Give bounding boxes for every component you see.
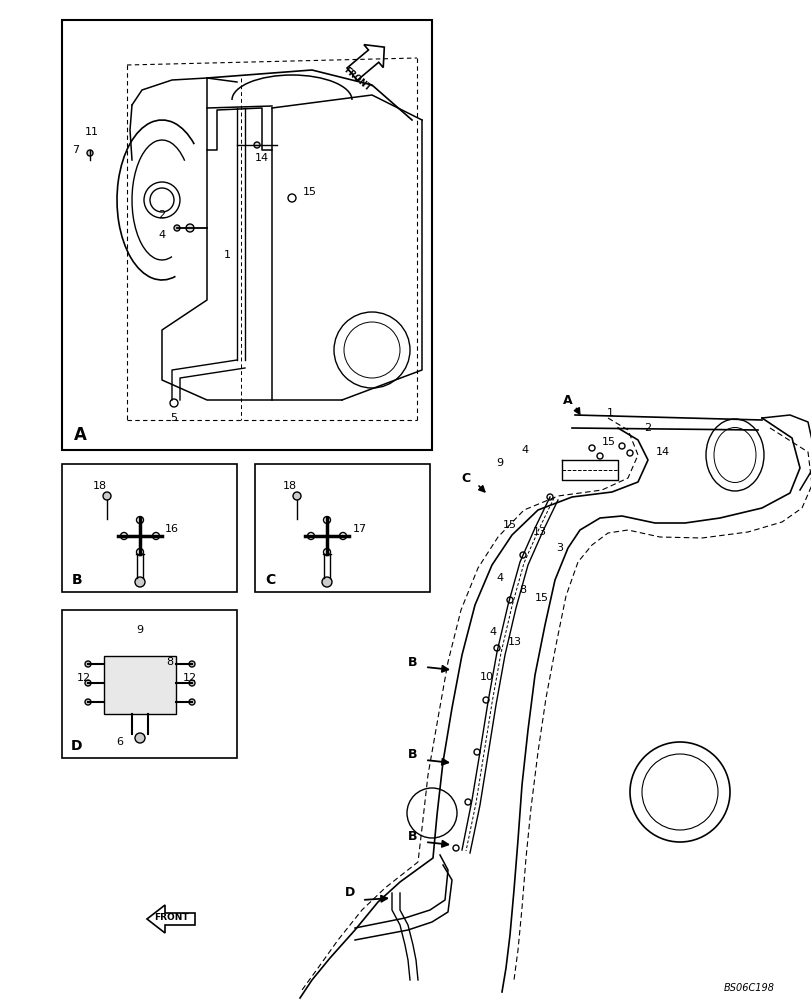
Text: 14: 14 — [655, 447, 669, 457]
Text: 9: 9 — [496, 458, 503, 468]
Circle shape — [144, 182, 180, 218]
Text: B: B — [408, 748, 417, 762]
Circle shape — [136, 548, 144, 556]
Circle shape — [483, 697, 488, 703]
Text: 13: 13 — [532, 527, 547, 537]
Circle shape — [506, 597, 513, 603]
Circle shape — [85, 680, 91, 686]
Circle shape — [322, 577, 332, 587]
Text: 15: 15 — [601, 437, 616, 447]
Circle shape — [189, 699, 195, 705]
Circle shape — [103, 492, 111, 500]
Text: 18: 18 — [92, 481, 107, 491]
Circle shape — [453, 845, 458, 851]
Text: 12: 12 — [77, 673, 91, 683]
Circle shape — [596, 453, 603, 459]
Text: 4: 4 — [521, 445, 528, 455]
Circle shape — [189, 661, 195, 667]
Text: 15: 15 — [502, 520, 517, 530]
Text: 7: 7 — [72, 145, 79, 155]
Text: B: B — [408, 656, 417, 668]
Text: C: C — [264, 573, 275, 587]
Circle shape — [174, 225, 180, 231]
Circle shape — [85, 699, 91, 705]
Circle shape — [323, 516, 330, 524]
Text: FRONT: FRONT — [153, 913, 188, 922]
Text: 4: 4 — [489, 627, 496, 637]
Circle shape — [465, 799, 470, 805]
Circle shape — [588, 445, 594, 451]
Text: 12: 12 — [182, 673, 197, 683]
Circle shape — [339, 532, 346, 540]
Circle shape — [618, 443, 624, 449]
Text: 9: 9 — [136, 625, 144, 635]
Text: 8: 8 — [166, 657, 174, 667]
Circle shape — [169, 399, 178, 407]
Bar — [62, 20, 431, 450]
Polygon shape — [346, 45, 384, 80]
Bar — [62, 464, 237, 592]
Circle shape — [87, 150, 93, 156]
Text: D: D — [71, 739, 83, 753]
Circle shape — [189, 680, 195, 686]
Text: A: A — [74, 426, 86, 444]
Circle shape — [136, 516, 144, 524]
Text: 4: 4 — [158, 230, 165, 240]
Text: FRONT: FRONT — [341, 65, 371, 93]
Text: D: D — [345, 886, 354, 900]
Text: C: C — [461, 472, 470, 485]
Text: 13: 13 — [508, 637, 521, 647]
Circle shape — [254, 142, 260, 148]
Text: 16: 16 — [165, 524, 178, 534]
Text: B: B — [71, 573, 82, 587]
Circle shape — [288, 194, 296, 202]
Circle shape — [323, 548, 330, 556]
Text: B: B — [408, 830, 417, 843]
Circle shape — [626, 450, 633, 456]
Text: 10: 10 — [479, 672, 493, 682]
Circle shape — [293, 492, 301, 500]
Bar — [62, 610, 237, 758]
Text: 6: 6 — [116, 737, 123, 747]
Text: A: A — [563, 393, 572, 406]
Text: 3: 3 — [556, 543, 563, 553]
Bar — [255, 464, 430, 592]
Text: 14: 14 — [255, 153, 268, 163]
Circle shape — [493, 645, 500, 651]
Text: 8: 8 — [519, 585, 526, 595]
Circle shape — [135, 733, 145, 743]
Circle shape — [547, 494, 552, 500]
Text: BS06C198: BS06C198 — [723, 983, 774, 993]
Circle shape — [152, 532, 159, 540]
Text: 1: 1 — [606, 408, 613, 418]
Circle shape — [307, 532, 314, 540]
Circle shape — [519, 552, 526, 558]
Text: 15: 15 — [303, 187, 316, 197]
Text: 5: 5 — [170, 413, 178, 423]
Text: 2: 2 — [644, 423, 650, 433]
Text: 15: 15 — [534, 593, 548, 603]
Circle shape — [120, 532, 127, 540]
Polygon shape — [147, 905, 195, 933]
Text: 18: 18 — [282, 481, 297, 491]
Text: 11: 11 — [85, 127, 99, 137]
Circle shape — [85, 661, 91, 667]
Circle shape — [186, 224, 194, 232]
Bar — [104, 656, 176, 714]
Circle shape — [474, 749, 479, 755]
Circle shape — [135, 577, 145, 587]
Text: 1: 1 — [223, 250, 230, 260]
Text: 17: 17 — [353, 524, 367, 534]
Text: 4: 4 — [496, 573, 503, 583]
Text: 2: 2 — [158, 210, 165, 220]
Circle shape — [150, 188, 174, 212]
